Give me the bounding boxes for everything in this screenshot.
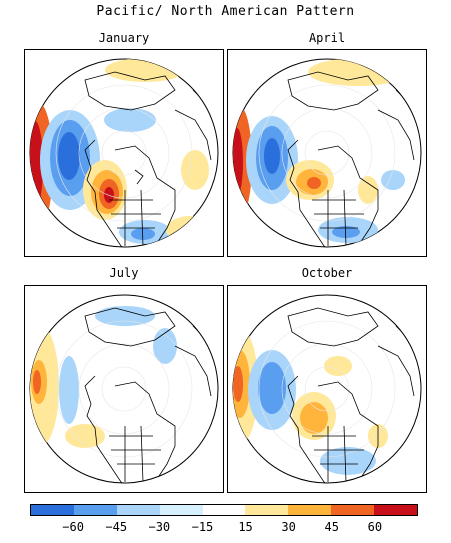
colorbar-tick-label: −30 xyxy=(148,520,171,534)
colorbar-tick-label: 45 xyxy=(324,520,339,534)
map-panel-october xyxy=(227,285,427,493)
colorbar-segment xyxy=(331,505,375,515)
colorbar-segment xyxy=(288,505,332,515)
panel-label-october: October xyxy=(301,266,353,280)
panel-label-january: January xyxy=(98,31,150,45)
map-panel-january xyxy=(24,49,224,257)
colorbar-tick-label: −15 xyxy=(191,520,214,534)
colorbar-tick-label: 60 xyxy=(367,520,383,534)
colorbar-segment xyxy=(31,505,74,515)
colorbar-segment xyxy=(159,505,203,515)
colorbar-segment xyxy=(73,505,117,515)
panel-label-july: July xyxy=(109,266,139,280)
colorbar-tick-label: 30 xyxy=(281,520,296,534)
colorbar xyxy=(30,504,418,516)
colorbar-segment xyxy=(202,505,246,515)
colorbar-tick-label: −45 xyxy=(105,520,128,534)
colorbar-tick-label: 15 xyxy=(238,520,253,534)
map-panel-april xyxy=(227,49,427,257)
map-panel-july xyxy=(24,285,224,493)
figure-title: Pacific/ North American Pattern xyxy=(96,4,355,19)
colorbar-segment xyxy=(374,505,418,515)
colorbar-segment xyxy=(116,505,160,515)
panel-label-april: April xyxy=(308,31,346,45)
colorbar-tick-label: −60 xyxy=(62,520,84,534)
colorbar-segment xyxy=(245,505,289,515)
